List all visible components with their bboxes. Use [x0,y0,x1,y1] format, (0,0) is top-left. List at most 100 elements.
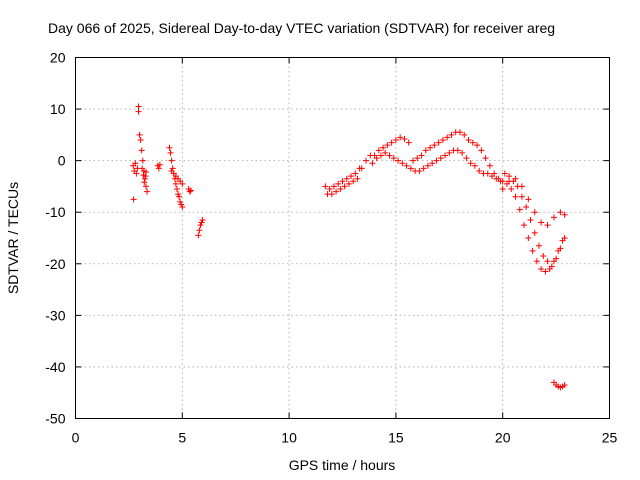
y-tick-label: -10 [45,204,65,220]
data-point [407,165,414,172]
data-point [352,170,359,177]
data-point [518,193,525,200]
data-point [512,175,519,182]
data-point [358,165,365,172]
data-point [175,191,182,198]
data-point [199,216,206,223]
data-point [137,137,144,144]
data-point [173,186,180,193]
grid-lines [75,57,610,419]
data-point [179,180,186,187]
data-point [177,198,184,205]
data-point [467,160,474,167]
data-point [135,103,142,110]
data-point [186,188,193,195]
data-point [518,183,525,190]
data-point [156,161,163,168]
data-point [141,179,148,186]
data-point [167,149,174,156]
data-point [544,258,551,265]
data-point [333,188,340,195]
data-point [469,139,476,146]
data-point [523,204,530,211]
data-point [439,137,446,144]
data-point [130,196,137,203]
data-point [557,209,564,216]
data-point [433,157,440,164]
data-point [531,229,538,236]
data-point [172,180,179,187]
data-point [531,209,538,216]
x-tick-label: 25 [602,430,618,446]
data-point [431,142,438,149]
data-point [179,204,186,211]
y-axis-label: SDTVAR / TECUs [5,182,21,294]
data-point [508,186,515,193]
axis-ticks: 0 5 10 15 20 25 -50 -40 -30 -20 -10 0 10 20 [45,50,617,446]
x-tick-label: 20 [495,430,511,446]
y-tick-label: -20 [45,256,65,272]
y-tick-label: -30 [45,307,65,323]
data-point [512,193,519,200]
data-point [168,157,175,164]
data-point [386,152,393,159]
data-point [390,155,397,162]
data-point [136,131,143,138]
data-marks [130,103,568,391]
data-point [525,235,532,241]
data-point [486,162,493,169]
data-point [348,173,355,180]
data-point [198,219,205,226]
data-point [499,178,506,185]
data-point [377,152,384,159]
data-point [484,170,491,177]
x-tick-label: 0 [72,430,80,446]
data-point [461,131,468,138]
data-point [527,216,534,223]
data-point [375,147,382,154]
data-point [465,137,472,144]
data-point [132,160,139,167]
data-point [380,144,387,151]
data-point [414,155,421,162]
data-point [343,175,350,182]
data-point [326,186,333,193]
x-tick-label: 10 [281,430,297,446]
data-point [550,214,557,221]
data-point [345,180,352,187]
data-point [139,165,146,172]
data-point [341,183,348,190]
x-tick-label: 15 [388,430,404,446]
data-point [456,129,463,136]
data-point [418,152,425,159]
data-point [339,178,346,185]
data-point [195,232,202,239]
data-point [521,222,528,229]
data-point [328,191,335,198]
data-point [401,135,408,142]
data-point [525,196,532,203]
data-point [139,157,146,164]
data-point [478,147,485,154]
data-point [142,168,149,175]
data-point [538,219,545,226]
data-point [499,186,506,193]
data-point [405,139,412,146]
data-point [369,160,376,167]
data-point [429,160,436,167]
data-point [435,139,442,146]
data-point [427,144,434,151]
data-point [382,149,389,156]
data-point [424,162,431,169]
data-point [416,167,423,174]
plot-frame [75,57,610,419]
data-point [536,242,543,249]
data-point [476,167,483,174]
data-point [133,170,140,177]
data-point [395,157,402,164]
data-point [169,165,176,172]
data-point [422,147,429,154]
data-point [459,149,466,156]
data-point [491,170,498,177]
